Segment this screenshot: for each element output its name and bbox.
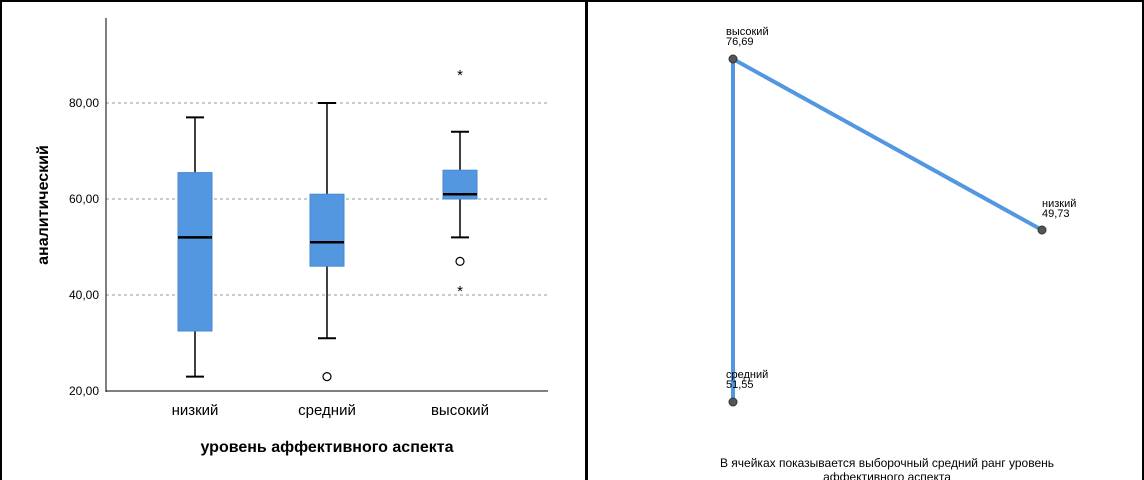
y-tick-label: 40,00	[69, 288, 99, 302]
x-tick-label: средний	[298, 402, 356, 419]
extreme-point: *	[457, 283, 463, 300]
outlier-point	[322, 372, 332, 382]
node-value: 49,73	[1042, 208, 1070, 220]
box-2	[309, 102, 345, 382]
node-label: низкий	[1042, 198, 1076, 210]
node-marker	[1037, 225, 1047, 235]
x-tick-label: высокий	[431, 402, 489, 419]
node-value: 76,69	[726, 36, 754, 48]
extreme-point: *	[457, 67, 463, 84]
box-1	[177, 116, 213, 378]
node-marker	[728, 54, 738, 64]
node-value: 51,55	[726, 379, 754, 391]
box-3: **	[442, 67, 478, 300]
y-tick-label: 60,00	[69, 192, 99, 206]
node-marker	[728, 397, 738, 407]
iqr-box	[309, 193, 345, 267]
iqr-box	[177, 172, 213, 332]
x-tick-label: низкий	[172, 402, 219, 419]
y-tick-label: 80,00	[69, 96, 99, 110]
panel-divider	[585, 0, 588, 480]
node-label: высокий	[726, 26, 769, 38]
y-tick-label: 20,00	[69, 384, 99, 398]
x-axis-title: уровень аффективного аспекта	[200, 439, 453, 456]
y-axis-title: аналитический	[35, 145, 52, 265]
network-edges	[731, 57, 1044, 404]
node-label: средний	[726, 369, 768, 381]
y-tick-labels: 20,00 40,00 60,00 80,00	[69, 96, 99, 398]
footnote-line-2: аффективного аспекта	[823, 470, 951, 480]
box-series: **	[177, 67, 478, 382]
x-tick-labels: низкий средний высокий	[172, 402, 489, 419]
outlier-point	[455, 256, 465, 266]
footnote-line-1: В ячейках показывается выборочный средни…	[720, 456, 1054, 470]
network-edge	[731, 57, 1044, 232]
